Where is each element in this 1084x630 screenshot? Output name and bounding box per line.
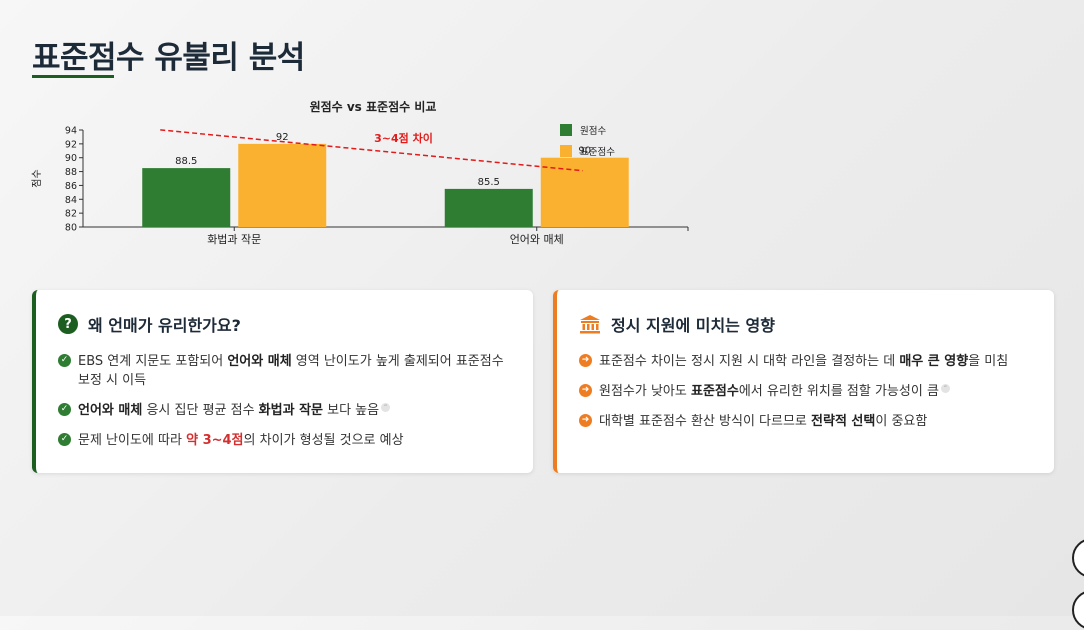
bank-icon — [579, 314, 601, 334]
list-item-text: 언어와 매체 응시 집단 평균 점수 화법과 작문 보다 높음” — [78, 401, 391, 420]
card-list: ➜ 표준점수 차이는 정시 지원 시 대학 라인을 결정하는 데 매우 큰 영향을… — [579, 352, 1032, 442]
list-item: ➜ 원점수가 낮아도 표준점수에서 유리한 위치를 점할 가능성이 큼” — [579, 382, 1032, 401]
y-tick-label: 94 — [65, 126, 77, 137]
bar-원점수 — [142, 168, 231, 227]
trend-line — [160, 129, 583, 172]
list-item: ➜ 표준점수 차이는 정시 지원 시 대학 라인을 결정하는 데 매우 큰 영향을… — [579, 352, 1032, 371]
text-segment: 응시 집단 평균 점수 — [142, 403, 259, 418]
impact-card: 정시 지원에 미치는 영향 ➜ 표준점수 차이는 정시 지원 시 대학 라인을 결… — [553, 290, 1054, 473]
citation-icon[interactable]: ” — [381, 402, 391, 412]
arrow-circle-icon: ➜ — [579, 354, 592, 367]
text-segment: 문제 난이도에 따라 — [78, 433, 187, 448]
y-tick-label: 86 — [65, 181, 77, 192]
list-item-text: 문제 난이도에 따라 약 3~4점의 차이가 형성될 것으로 예상 — [78, 431, 404, 450]
floating-action-button[interactable] — [1072, 590, 1084, 630]
data-label: 90 — [578, 146, 591, 157]
y-tick-label: 92 — [65, 139, 77, 150]
y-axis-label: 점수 — [31, 169, 43, 187]
emphasis-text: 약 3~4점 — [186, 433, 244, 448]
emphasis-text: 언어와 매체 — [78, 403, 143, 418]
list-item-text: 원점수가 낮아도 표준점수에서 유리한 위치를 점할 가능성이 큼” — [599, 382, 950, 401]
x-tick-label: 화법과 작문 — [207, 233, 261, 246]
text-segment: 원점수가 낮아도 — [599, 384, 691, 399]
y-tick-label: 82 — [65, 209, 77, 220]
chart-title: 원점수 vs 표준점수 비교 — [310, 99, 437, 114]
check-circle-icon: ✓ — [58, 433, 71, 446]
legend-swatch — [560, 124, 572, 136]
floating-action-button[interactable] — [1072, 538, 1084, 578]
list-item: ✓ 문제 난이도에 따라 약 3~4점의 차이가 형성될 것으로 예상 — [58, 431, 511, 450]
emphasis-text: 표준점수 — [691, 384, 739, 399]
arrow-circle-icon: ➜ — [579, 414, 592, 427]
card-list: ✓ EBS 연계 지문도 포함되어 언어와 매체 영역 난이도가 높게 출제되어 … — [58, 352, 511, 461]
emphasis-text: 화법과 작문 — [258, 403, 323, 418]
y-tick-label: 88 — [65, 167, 77, 178]
list-item-text: EBS 연계 지문도 포함되어 언어와 매체 영역 난이도가 높게 출제되어 표… — [78, 352, 511, 390]
citation-icon[interactable]: ” — [940, 383, 950, 393]
emphasis-text: 언어와 매체 — [227, 354, 292, 369]
legend-swatch — [560, 145, 572, 157]
data-label: 85.5 — [478, 177, 500, 188]
y-tick-label: 84 — [65, 195, 77, 206]
text-segment: 영역 난이도가 높게 출제되어 표준점수 보정 시 이득 — [78, 354, 504, 388]
bar-원점수 — [444, 188, 533, 227]
list-item: ✓ 언어와 매체 응시 집단 평균 점수 화법과 작문 보다 높음” — [58, 401, 511, 420]
arrow-circle-icon: ➜ — [579, 384, 592, 397]
text-segment: 이 중요함 — [875, 414, 928, 429]
text-segment: 대학별 표준점수 환산 방식이 다르므로 — [599, 414, 812, 429]
legend-label: 원점수 — [580, 125, 606, 137]
bar-표준점수 — [540, 157, 629, 227]
card-title: 정시 지원에 미치는 영향 — [611, 316, 775, 335]
y-tick-label: 90 — [65, 153, 77, 164]
text-segment: 에서 유리한 위치를 점할 가능성이 큼 — [738, 384, 939, 399]
text-segment: EBS 연계 지문도 포함되어 — [78, 354, 228, 369]
check-circle-icon: ✓ — [58, 403, 71, 416]
text-segment: 의 차이가 형성될 것으로 예상 — [243, 433, 404, 448]
y-tick-label: 80 — [65, 223, 77, 234]
emphasis-text: 매우 큰 영향 — [899, 354, 969, 369]
list-item-text: 대학별 표준점수 환산 방식이 다르므로 전략적 선택이 중요함 — [599, 412, 927, 431]
advantage-card: ? 왜 언매가 유리한가요? ✓ EBS 연계 지문도 포함되어 언어와 매체 영… — [32, 290, 533, 473]
card-title: 왜 언매가 유리한가요? — [88, 316, 241, 335]
list-item: ✓ EBS 연계 지문도 포함되어 언어와 매체 영역 난이도가 높게 출제되어 … — [58, 352, 511, 390]
emphasis-text: 전략적 선택 — [811, 414, 876, 429]
data-label: 88.5 — [175, 156, 197, 167]
page-title: 표준점수 유불리 분석 — [32, 40, 305, 76]
annotation-label: 3~4점 차이 — [374, 131, 433, 145]
text-segment: 표준점수 차이는 정시 지원 시 대학 라인을 결정하는 데 — [599, 354, 900, 369]
list-item: ➜ 대학별 표준점수 환산 방식이 다르므로 전략적 선택이 중요함 — [579, 412, 1032, 431]
title-underline — [32, 75, 114, 78]
data-label: 92 — [276, 132, 289, 143]
check-circle-icon: ✓ — [58, 354, 71, 367]
question-circle-icon: ? — [58, 314, 78, 334]
list-item-text: 표준점수 차이는 정시 지원 시 대학 라인을 결정하는 데 매우 큰 영향을 … — [599, 352, 1008, 371]
text-segment: 보다 높음 — [323, 403, 380, 418]
x-tick-label: 언어와 매체 — [510, 233, 564, 246]
bar-표준점수 — [238, 143, 327, 227]
text-segment: 을 미침 — [968, 354, 1009, 369]
legend-label: 표준점수 — [580, 146, 615, 158]
